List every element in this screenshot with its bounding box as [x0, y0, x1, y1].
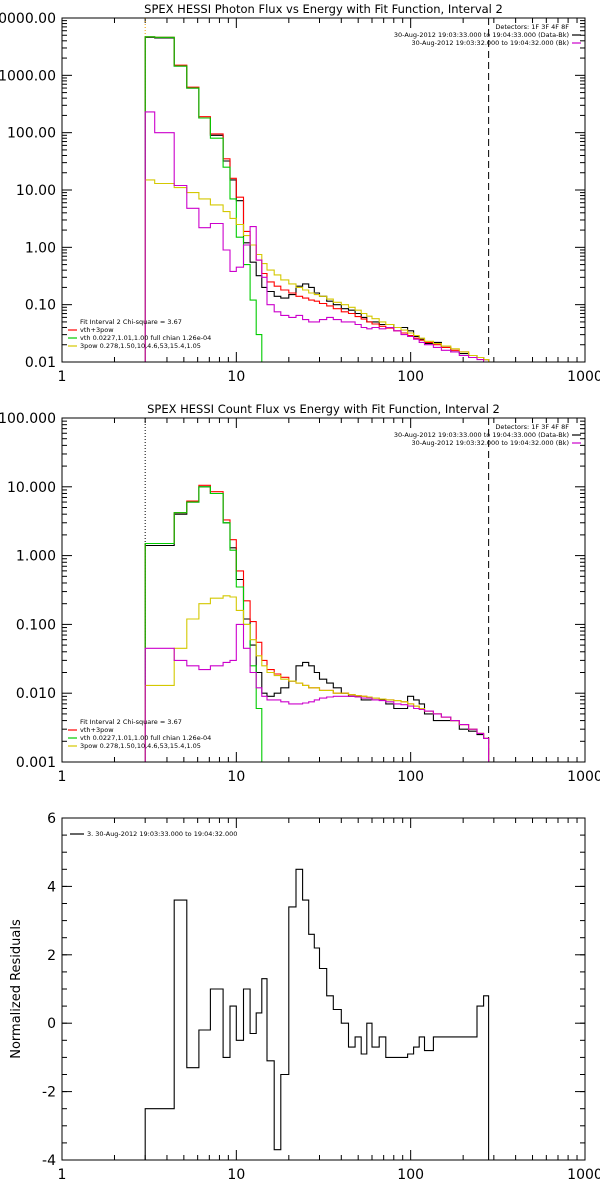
x-tick-label: 1: [58, 369, 67, 385]
series-group: [144, 36, 490, 362]
legend-entry: vth 0.0227,1.01,1.00 full chian 1.26e-04: [80, 334, 211, 342]
y-tick-label: 0.001: [16, 755, 56, 771]
legend-entry: Fit Interval 2 Chi-square = 3.67: [80, 718, 182, 726]
panel-1-title: SPEX HESSI Photon Flux vs Energy with Fi…: [144, 2, 503, 16]
legend-entry: 3pow 0.278,1.50,10,4.6,53,15.4,1.05: [80, 742, 201, 750]
x-tick-label: 1: [58, 1167, 67, 1183]
legend-entry: 3pow 0.278,1.50,10,4.6,53,15.4,1.05: [80, 342, 201, 350]
x-tick-label: 100: [397, 769, 424, 785]
x-tick-label: 10: [227, 1167, 245, 1183]
x-tick-label: 100: [397, 369, 424, 385]
x-tick-label: 10: [227, 769, 245, 785]
y-tick-label: 0: [47, 1016, 56, 1032]
series-3-line: [144, 36, 268, 362]
x-tick-label: 1: [58, 769, 67, 785]
panel-3: Normalized Residuals 1 10 100 1000 -4 -2 0 2 4 6 3.…: [9, 811, 600, 1183]
legend-entry: 3. 30-Aug-2012 19:03:33.000 to 19:04:32.…: [87, 830, 237, 838]
series-2-line: [144, 36, 490, 362]
series-group: [144, 484, 490, 762]
series-1-line: [144, 868, 490, 1160]
y-tick-label: 0.10: [25, 298, 56, 314]
y-tick-label: 10.00: [16, 183, 56, 199]
x-tick-label: 100: [397, 1167, 424, 1183]
y-tick-label: 0.01: [25, 355, 56, 371]
panel-1: SPEX HESSI Photon Flux vs Energy with Fi…: [0, 2, 600, 385]
legend-entry: Fit Interval 2 Chi-square = 3.67: [80, 318, 182, 326]
legend-entry: Detectors: 1F 3F 4F 8F: [495, 423, 569, 431]
x-tick-label: 10: [227, 369, 245, 385]
legend-entry: vth+3pow: [80, 726, 114, 734]
y-tick-label: -2: [42, 1085, 56, 1101]
y-tick-label: -4: [42, 1153, 56, 1169]
panel-2-title: SPEX HESSI Count Flux vs Energy with Fit…: [147, 402, 500, 416]
series-1-line: [144, 486, 490, 762]
y-tick-label: 2: [47, 948, 56, 964]
legend-entry: vth 0.0227,1.01,1.00 full chian 1.26e-04: [80, 734, 211, 742]
x-tick-label: 1000: [567, 369, 600, 385]
series-3-line: [144, 486, 268, 762]
y-tick-label: 6: [47, 811, 56, 827]
y-tick-label: 1.000: [16, 549, 56, 565]
plot-frame: [61, 417, 586, 763]
y-tick-label: 0.100: [16, 617, 56, 633]
series-5-line: [144, 623, 490, 762]
y-tick-label: 10.000: [7, 480, 56, 496]
y-axis-label: Normalized Residuals: [9, 919, 24, 1059]
series-5-line: [144, 111, 489, 362]
plot-frame: [61, 817, 586, 1161]
legend-entry: 30-Aug-2012 19:03:33.000 to 19:04:33.000…: [394, 431, 569, 439]
y-tick-label: 4: [47, 879, 56, 895]
plot-frame: [61, 17, 586, 363]
y-tick-label: 100.00: [7, 126, 56, 142]
x-tick-label: 1000: [567, 769, 600, 785]
y-tick-label: 0.010: [16, 686, 56, 702]
y-tick-label: 1.00: [25, 240, 56, 256]
y-tick-label: 100.000: [0, 411, 56, 427]
legend-entry: Detectors: 1F 3F 4F 8F: [495, 23, 569, 31]
legend-entry: 30-Aug-2012 19:03:32.000 to 19:04:32.000…: [412, 439, 569, 447]
y-tick-label: 1000.00: [0, 68, 56, 84]
legend-entry: 30-Aug-2012 19:03:32.000 to 19:04:32.000…: [412, 39, 569, 47]
legend-entry: vth+3pow: [80, 326, 114, 334]
legend-entry: 30-Aug-2012 19:03:33.000 to 19:04:33.000…: [394, 31, 569, 39]
panel-2: SPEX HESSI Count Flux vs Energy with Fit…: [0, 402, 600, 785]
series-4-line: [144, 179, 490, 362]
x-tick-label: 1000: [567, 1167, 600, 1183]
series-group: [144, 868, 490, 1160]
series-1-line: [144, 36, 490, 362]
